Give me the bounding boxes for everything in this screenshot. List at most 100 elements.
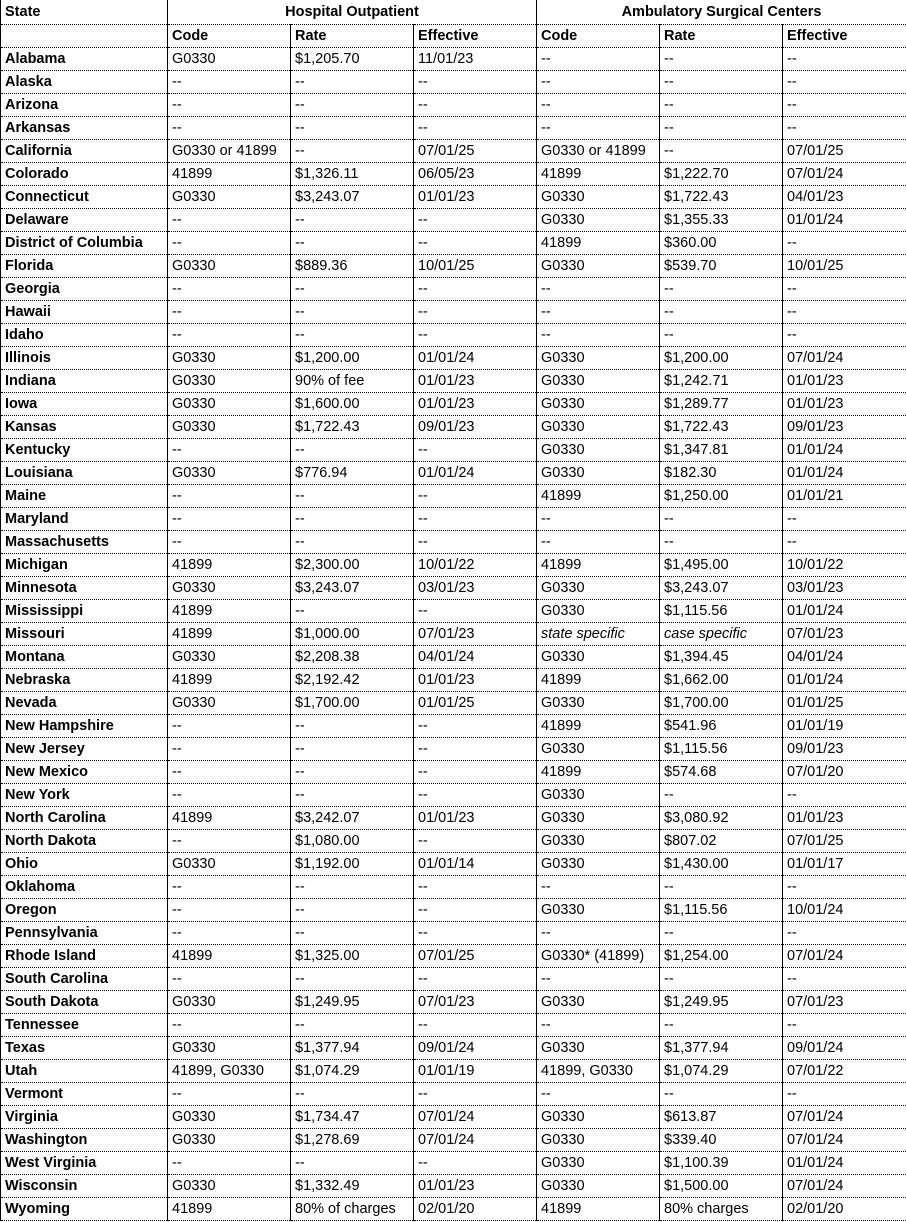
table-cell: -- (536, 530, 660, 554)
table-cell: -- (413, 921, 537, 945)
table-cell: G0330 (167, 1105, 291, 1129)
table-cell: $1,700.00 (659, 691, 783, 715)
table-cell: G0330 (536, 415, 660, 439)
table-cell: -- (782, 93, 906, 117)
table-cell: G0330 (167, 990, 291, 1014)
table-cell: G0330 (167, 254, 291, 278)
table-cell: $539.70 (659, 254, 783, 278)
table-cell: -- (659, 323, 783, 347)
table-cell: 01/01/23 (413, 392, 537, 416)
table-cell: 01/01/23 (413, 369, 537, 393)
state-cell: Maine (0, 484, 168, 508)
table-cell: -- (413, 714, 537, 738)
table-cell: $1,347.81 (659, 438, 783, 462)
table-cell: -- (659, 139, 783, 163)
table-body: Alabama G0330 $1,205.70 11/01/23 -- -- -- Alask… (0, 47, 906, 1221)
table-cell: 41899 (167, 668, 291, 692)
table-cell: -- (413, 760, 537, 784)
table-cell: -- (413, 875, 537, 899)
table-cell: $1,200.00 (659, 346, 783, 370)
table-row: Maryland -- -- -- -- -- -- (0, 507, 906, 531)
column-header: Effective (413, 24, 537, 48)
table-cell: G0330 (536, 1174, 660, 1198)
table-cell: G0330 (536, 438, 660, 462)
table-row: Wyoming 41899 80% of charges 02/01/20 41899 8… (0, 1197, 906, 1221)
state-cell: Iowa (0, 392, 168, 416)
state-cell: Montana (0, 645, 168, 669)
table-cell: -- (413, 208, 537, 232)
table-cell: G0330 (536, 737, 660, 761)
table-cell: G0330 (167, 1174, 291, 1198)
table-cell: -- (659, 783, 783, 807)
state-cell: Idaho (0, 323, 168, 347)
column-header-row: Code Rate Effective Code Rate Effective (0, 24, 906, 48)
group-header: Ambulatory Surgical Centers (536, 0, 906, 25)
table-cell: -- (290, 1082, 414, 1106)
table-cell: G0330 (167, 346, 291, 370)
table-cell: $807.02 (659, 829, 783, 853)
table-cell: -- (659, 967, 783, 991)
table-row: Alabama G0330 $1,205.70 11/01/23 -- -- -- (0, 47, 906, 71)
table-cell: $613.87 (659, 1105, 783, 1129)
table-cell: -- (167, 323, 291, 347)
table-cell: $1,722.43 (659, 185, 783, 209)
state-cell: Indiana (0, 369, 168, 393)
table-cell: $3,080.92 (659, 806, 783, 830)
state-cell: Vermont (0, 1082, 168, 1106)
table-cell: 03/01/23 (782, 576, 906, 600)
column-header: Rate (659, 24, 783, 48)
table-cell: -- (290, 875, 414, 899)
table-cell: 06/05/23 (413, 162, 537, 186)
table-cell: $1,074.29 (290, 1059, 414, 1083)
table-cell: -- (167, 921, 291, 945)
table-cell: -- (290, 70, 414, 94)
table-row: New Hampshire -- -- -- 41899 $541.96 01/01/19 (0, 714, 906, 738)
table-cell: 01/01/24 (413, 461, 537, 485)
state-cell: North Dakota (0, 829, 168, 853)
table-cell: 01/01/24 (782, 668, 906, 692)
table-row: Vermont -- -- -- -- -- -- (0, 1082, 906, 1106)
state-cell: Oklahoma (0, 875, 168, 899)
table-cell: $1,115.56 (659, 737, 783, 761)
table-cell: -- (167, 70, 291, 94)
table-cell: -- (167, 829, 291, 853)
table-cell: -- (536, 93, 660, 117)
table-cell: 90% of fee (290, 369, 414, 393)
table-cell: G0330 (536, 1128, 660, 1152)
table-cell: 03/01/23 (413, 576, 537, 600)
table-cell: -- (413, 300, 537, 324)
table-row: District of Columbia -- -- -- 41899 $360.00 -- (0, 231, 906, 255)
table-cell: 01/01/21 (782, 484, 906, 508)
table-cell: $1,192.00 (290, 852, 414, 876)
table-row: Washington G0330 $1,278.69 07/01/24 G0330 $33… (0, 1128, 906, 1152)
state-cell: North Carolina (0, 806, 168, 830)
state-cell: Wyoming (0, 1197, 168, 1221)
table-cell: $1,074.29 (659, 1059, 783, 1083)
table-cell: 41899 (536, 714, 660, 738)
table-cell: $1,500.00 (659, 1174, 783, 1198)
table-cell: -- (290, 898, 414, 922)
table-row: Delaware -- -- -- G0330 $1,355.33 01/01/24 (0, 208, 906, 232)
table-cell: G0330 (536, 645, 660, 669)
table-row: Oklahoma -- -- -- -- -- -- (0, 875, 906, 899)
table-cell: -- (167, 783, 291, 807)
table-cell: -- (290, 139, 414, 163)
state-cell: Missouri (0, 622, 168, 646)
table-cell: -- (536, 47, 660, 71)
table-cell: $1,200.00 (290, 346, 414, 370)
table-cell: $1,377.94 (659, 1036, 783, 1060)
table-cell: G0330 (536, 185, 660, 209)
table-cell: $2,300.00 (290, 553, 414, 577)
table-cell: 10/01/22 (782, 553, 906, 577)
table-cell: -- (290, 277, 414, 301)
table-cell: 80% of charges (290, 1197, 414, 1221)
state-cell: Maryland (0, 507, 168, 531)
table-cell: G0330 (536, 208, 660, 232)
table-cell: 07/01/24 (782, 346, 906, 370)
table-cell: G0330 (167, 415, 291, 439)
table-cell: -- (167, 231, 291, 255)
table-cell: -- (167, 1151, 291, 1175)
blank-header (0, 24, 168, 48)
table-cell: -- (290, 231, 414, 255)
